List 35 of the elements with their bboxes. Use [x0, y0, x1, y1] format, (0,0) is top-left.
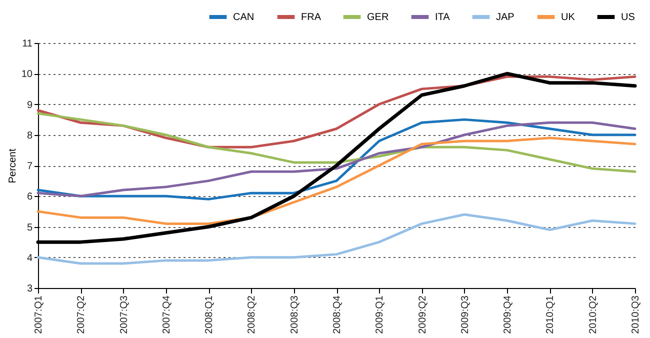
legend-label: FRA: [301, 12, 322, 23]
x-tick-label: 2008:Q3: [289, 295, 300, 334]
y-axis-title: Percent: [7, 148, 18, 184]
x-tick-label: 2009:Q2: [417, 295, 428, 334]
x-tick-label: 2009:Q1: [374, 295, 386, 334]
y-tick-label: 11: [22, 38, 33, 50]
y-tick-label: 4: [26, 252, 33, 264]
y-tick-label: 5: [26, 222, 33, 234]
line-series: [36, 136, 636, 225]
x-tick-label: 2008:Q4: [332, 295, 343, 334]
x-tick-label: 2008:Q1: [204, 295, 216, 334]
x-tick-label: 2007:Q2: [76, 295, 88, 334]
x-tick-label: 2010:Q1: [545, 295, 556, 334]
legend-label: JAP: [496, 12, 515, 23]
x-tick-label: 2010:Q2: [588, 295, 599, 334]
legend-label: CAN: [233, 12, 254, 23]
x-tick-label: 2009:Q3: [460, 295, 471, 334]
legend-label: UK: [561, 12, 576, 23]
line-series: [36, 112, 636, 173]
x-tick-label: 2007:Q1: [34, 295, 44, 334]
y-tick-label: 10: [21, 69, 33, 80]
y-tick-label: 3: [26, 284, 33, 294]
line-series: [36, 213, 636, 265]
x-tick-label: 2007:Q3: [118, 295, 130, 334]
y-tick-label: 7: [26, 161, 33, 172]
x-tick-label: 2007:Q4: [161, 295, 172, 334]
x-tick-label: 2009:Q4: [502, 295, 514, 334]
y-tick-label: 6: [26, 192, 33, 203]
x-tick-label: 2010:Q3: [630, 295, 642, 334]
legend-label: ITA: [435, 12, 450, 23]
y-tick-label: 9: [26, 100, 33, 111]
y-tick-label: 8: [26, 130, 33, 142]
x-tick-label: 2008:Q2: [246, 295, 258, 334]
legend-label: GER: [367, 12, 389, 23]
legend-label: US: [621, 12, 636, 23]
